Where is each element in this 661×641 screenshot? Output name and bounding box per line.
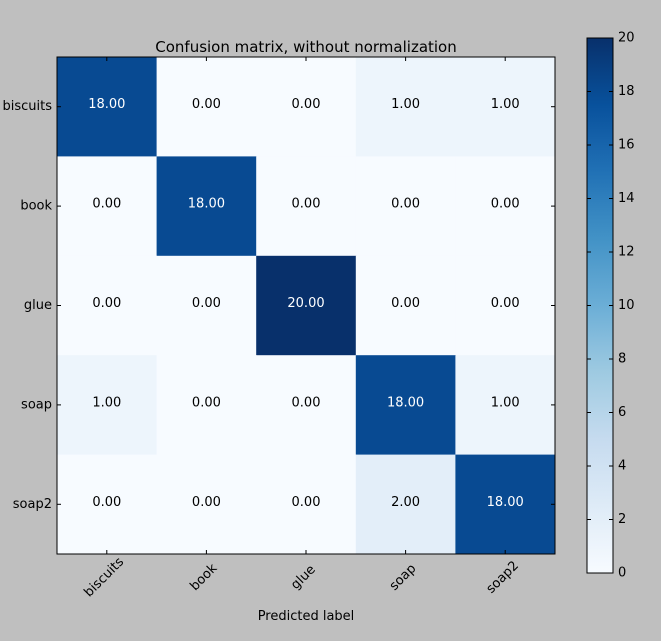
heatmap-cell (455, 454, 556, 555)
colorbar-tick-label: 8 (618, 352, 626, 367)
heatmap-cell (355, 255, 456, 356)
cell-value-label: 0.00 (92, 197, 121, 212)
heatmap-cell (57, 156, 158, 257)
cell-value-label: 18.00 (188, 197, 225, 212)
cell-value-label: 0.00 (192, 296, 221, 311)
heatmap-cell (57, 355, 158, 456)
heatmap-cell (256, 355, 357, 456)
heatmap-cell (455, 355, 556, 456)
colorbar-ticks: 0 2 4 6 8 10 12 14 16 18 20 (587, 31, 635, 581)
colorbar-tick-label: 20 (618, 31, 635, 46)
heatmap-cells (57, 57, 556, 555)
cell-value-label: 1.00 (491, 395, 520, 410)
cell-value-label: 0.00 (391, 296, 420, 311)
heatmap-cell (455, 255, 556, 356)
heatmap-cell (156, 454, 257, 555)
heatmap-cell (156, 156, 257, 257)
colorbar-tick-label: 18 (618, 84, 635, 99)
cell-value-label: 0.00 (292, 97, 321, 112)
x-tick-label: biscuits (82, 555, 128, 601)
cell-value-label: 0.00 (292, 495, 321, 510)
heatmap-cell (355, 57, 456, 157)
cell-value-label: 18.00 (487, 495, 524, 510)
x-tick-label: soap (387, 561, 419, 593)
cell-value-label: 0.00 (491, 296, 520, 311)
heatmap-cell (156, 57, 257, 157)
cell-value-label: 0.00 (192, 97, 221, 112)
colorbar-tick-label: 0 (618, 566, 626, 581)
cell-value-label: 0.00 (92, 495, 121, 510)
heatmap-cell (57, 57, 158, 157)
chart-title: Confusion matrix, without normalization (155, 38, 457, 56)
heatmap-cell (156, 255, 257, 356)
colorbar-tick-label: 14 (618, 191, 635, 206)
cell-value-label: 1.00 (92, 395, 121, 410)
colorbar-tick-label: 10 (618, 298, 635, 313)
heatmap-cell (57, 454, 158, 555)
heatmap-cell (156, 355, 257, 456)
cell-value-label: 0.00 (292, 395, 321, 410)
cell-value-label: 0.00 (391, 197, 420, 212)
heatmap-cell (256, 156, 357, 257)
colorbar-tick-label: 12 (618, 245, 635, 260)
cell-value-label: 0.00 (192, 395, 221, 410)
heatmap-cell (57, 255, 158, 356)
x-tick-label: soap2 (484, 558, 522, 596)
cell-value-label: 0.00 (292, 197, 321, 212)
colorbar-tick-label: 6 (618, 405, 626, 420)
x-tick-label: book (187, 561, 220, 594)
y-tick-label: book (20, 199, 52, 214)
heatmap-cell (256, 57, 357, 157)
y-tick-label: glue (24, 298, 52, 313)
cell-value-label: 18.00 (88, 97, 125, 112)
colorbar-tick-label: 2 (618, 512, 626, 527)
cell-value-label: 0.00 (192, 495, 221, 510)
y-tick-label: soap2 (13, 497, 52, 512)
cell-value-label: 0.00 (491, 197, 520, 212)
heatmap-cell (256, 454, 357, 555)
colorbar-tick-label: 16 (618, 138, 635, 153)
x-tick-label: glue (288, 562, 318, 592)
heatmap-cell (256, 255, 357, 356)
x-axis-label: Predicted label (258, 609, 355, 624)
y-tick-label: biscuits (2, 99, 52, 114)
heatmap-cell (455, 156, 556, 257)
heatmap-cell (355, 156, 456, 257)
heatmap-cell (455, 57, 556, 157)
cell-value-label: 1.00 (391, 97, 420, 112)
cell-value-label: 2.00 (391, 495, 420, 510)
cell-value-label: 20.00 (287, 296, 324, 311)
heatmap-cell-labels: 18.00 0.00 0.00 1.00 1.00 0.00 18.00 0.00 0.00 0.… (88, 97, 524, 510)
colorbar-tick-label: 4 (618, 459, 626, 474)
cell-value-label: 1.00 (491, 97, 520, 112)
cell-value-label: 0.00 (92, 296, 121, 311)
y-tick-labels: biscuits book glue soap soap2 (2, 99, 555, 512)
y-tick-label: soap (21, 397, 52, 412)
cell-value-label: 18.00 (387, 395, 424, 410)
heatmap-cell (355, 454, 456, 555)
heatmap-cell (355, 355, 456, 456)
